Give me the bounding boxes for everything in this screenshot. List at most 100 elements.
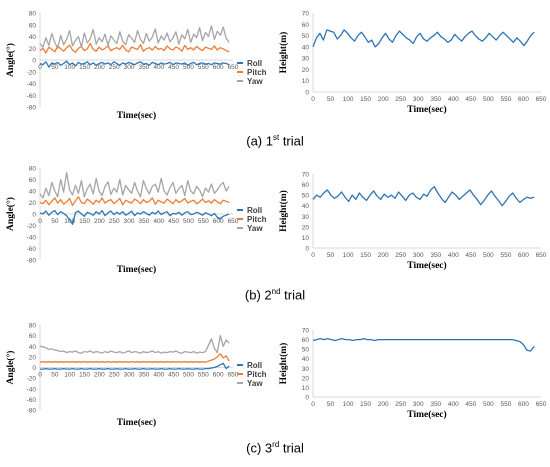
angle-2-ytick-label: 20 bbox=[29, 200, 37, 207]
height-2-xtick-label: 150 bbox=[360, 252, 371, 259]
height-3-xtick-label: 600 bbox=[518, 401, 529, 408]
angle-1-legend-label-pitch: Pitch bbox=[247, 68, 267, 77]
angle-2-xtick-label: 50 bbox=[51, 218, 59, 225]
angle-3-xtick-label: 50 bbox=[51, 372, 59, 379]
height-3-xtick-label: 300 bbox=[413, 401, 424, 408]
angle-3-xtick-label: 350 bbox=[138, 372, 149, 379]
angle-3-ytick-label: -60 bbox=[27, 397, 37, 404]
height-2-ytick-label: 70 bbox=[302, 172, 310, 179]
angle-3-legend-label-yaw: Yaw bbox=[247, 379, 263, 388]
height-3-xtick-label: 100 bbox=[343, 401, 354, 408]
angle-3-ytick-label: 20 bbox=[29, 354, 37, 361]
height-1-ytick-label: 30 bbox=[302, 56, 310, 63]
angle-2-xtick-label: 550 bbox=[198, 218, 209, 225]
height-1-xtick-label: 450 bbox=[465, 96, 476, 103]
height-1-series-height-line bbox=[312, 29, 535, 48]
angle-1-legend-label-roll: Roll bbox=[247, 59, 262, 68]
angle-2-xtick-label: 450 bbox=[168, 218, 179, 225]
angle-1-x-axis-title: Time(sec) bbox=[117, 110, 156, 121]
height-1-xtick-label: 150 bbox=[360, 96, 371, 103]
height-2-xtick-label: 600 bbox=[518, 252, 529, 259]
height-2-xtick-label: 200 bbox=[378, 252, 389, 259]
height-1-ytick-label: 70 bbox=[302, 11, 310, 18]
angle-2-series-yaw-line bbox=[39, 171, 230, 199]
angle-2-legend-label-pitch: Pitch bbox=[247, 215, 267, 224]
angle-1-xtick-label: 100 bbox=[64, 64, 75, 71]
caption-b: (b) 2nd trial bbox=[0, 287, 550, 302]
angle-1-xtick-label: 350 bbox=[138, 64, 149, 71]
height-1-ytick-label: 40 bbox=[302, 44, 310, 51]
angle-3-y-axis-title: Angle(°) bbox=[5, 351, 16, 385]
angle-3-xtick-label: 600 bbox=[213, 372, 224, 379]
angle-2-ytick-label: -80 bbox=[27, 258, 37, 265]
angle-1-xtick-label: 550 bbox=[198, 64, 209, 71]
height-3-ytick-label: 40 bbox=[302, 356, 310, 363]
height-1-xtick-label: 50 bbox=[327, 96, 335, 103]
angle-2-xtick-label: 200 bbox=[94, 218, 105, 225]
angle-2-ytick-label: -60 bbox=[27, 246, 37, 253]
height-1-ytick-label: 60 bbox=[302, 22, 310, 29]
height-2-ytick-label: 0 bbox=[305, 246, 309, 253]
height-1-xtick-label: 650 bbox=[536, 96, 547, 103]
angle-3-ytick-label: 40 bbox=[29, 344, 37, 351]
angle-2-xtick-label: 300 bbox=[124, 218, 135, 225]
angle-3-series-yaw-line bbox=[39, 334, 230, 354]
angle-1-xtick-label: 300 bbox=[124, 64, 135, 71]
angle-3-ytick-label: -20 bbox=[27, 376, 37, 383]
height-2-ytick-label: 20 bbox=[302, 224, 310, 231]
angle-2-x-axis-title: Time(sec) bbox=[117, 264, 156, 275]
angle-2-ytick-label: -20 bbox=[27, 223, 37, 230]
height-3-ytick-label: 70 bbox=[302, 328, 310, 335]
height-3-xtick-label: 50 bbox=[327, 401, 335, 408]
height-1-ytick-label: 50 bbox=[302, 33, 310, 40]
angle-2-y-axis-title: Angle(°) bbox=[5, 197, 16, 231]
angle-1-ytick-label: -20 bbox=[27, 69, 37, 76]
caption-b-label: (b) 2 bbox=[244, 287, 272, 303]
angle-1-ytick-label: 0 bbox=[32, 58, 36, 65]
caption-c-label: (c) 3 bbox=[246, 440, 273, 456]
angle-1-ytick-label: 20 bbox=[29, 46, 37, 53]
height-2-ytick-label: 60 bbox=[302, 182, 310, 189]
height-1-xtick-label: 550 bbox=[500, 96, 511, 103]
height-2-xtick-label: 550 bbox=[500, 252, 511, 259]
angle-3-legend-label-roll: Roll bbox=[247, 361, 262, 370]
height-1-ytick-label: 10 bbox=[302, 78, 310, 85]
angle-1-series-roll-line bbox=[39, 60, 230, 68]
height-1-xtick-label: 0 bbox=[311, 96, 315, 103]
angle-3-x-axis-title: Time(sec) bbox=[117, 417, 156, 428]
angle-1-legend-label-yaw: Yaw bbox=[247, 77, 263, 86]
caption-a-rest: trial bbox=[279, 133, 304, 149]
caption-a-sup: st bbox=[272, 133, 280, 142]
angle-3-xtick-label: 650 bbox=[228, 372, 239, 379]
caption-c-sup: rd bbox=[272, 440, 280, 449]
angle-1-xtick-label: 200 bbox=[94, 64, 105, 71]
height-3-xtick-label: 200 bbox=[378, 401, 389, 408]
height-1-ytick-label: 20 bbox=[302, 67, 310, 74]
height-3-series-height-line bbox=[312, 337, 535, 352]
height-3-xtick-label: 650 bbox=[536, 401, 547, 408]
angle-2-xtick-label: 500 bbox=[183, 218, 194, 225]
height-1-xtick-label: 500 bbox=[483, 96, 494, 103]
height-3-xtick-label: 400 bbox=[448, 401, 459, 408]
height-3-ytick-label: 10 bbox=[302, 385, 310, 392]
height-2-xtick-label: 300 bbox=[413, 252, 424, 259]
height-2-xtick-label: 400 bbox=[448, 252, 459, 259]
caption-a-label: (a) 1 bbox=[246, 133, 273, 149]
height-1-xtick-label: 200 bbox=[378, 96, 389, 103]
angle-3-ytick-label: 0 bbox=[32, 365, 36, 372]
angle-2-xtick-label: 350 bbox=[138, 218, 149, 225]
angle-3-xtick-label: 250 bbox=[109, 372, 120, 379]
angle-2-legend-label-yaw: Yaw bbox=[247, 224, 263, 233]
angle-2-xtick-label: 150 bbox=[79, 218, 90, 225]
angle-1-series-yaw-line bbox=[39, 25, 230, 49]
angle-2-xtick-label: 250 bbox=[109, 218, 120, 225]
angle-2-legend-label-roll: Roll bbox=[247, 206, 262, 215]
height-3-ytick-label: 30 bbox=[302, 366, 310, 373]
angle-1-xtick-label: 600 bbox=[213, 64, 224, 71]
height-1-xtick-label: 350 bbox=[430, 96, 441, 103]
angle-3-xtick-label: 0 bbox=[38, 372, 42, 379]
angle-3-xtick-label: 500 bbox=[183, 372, 194, 379]
angle-2-ytick-label: 0 bbox=[32, 212, 36, 219]
angle-2-xtick-label: 600 bbox=[213, 218, 224, 225]
